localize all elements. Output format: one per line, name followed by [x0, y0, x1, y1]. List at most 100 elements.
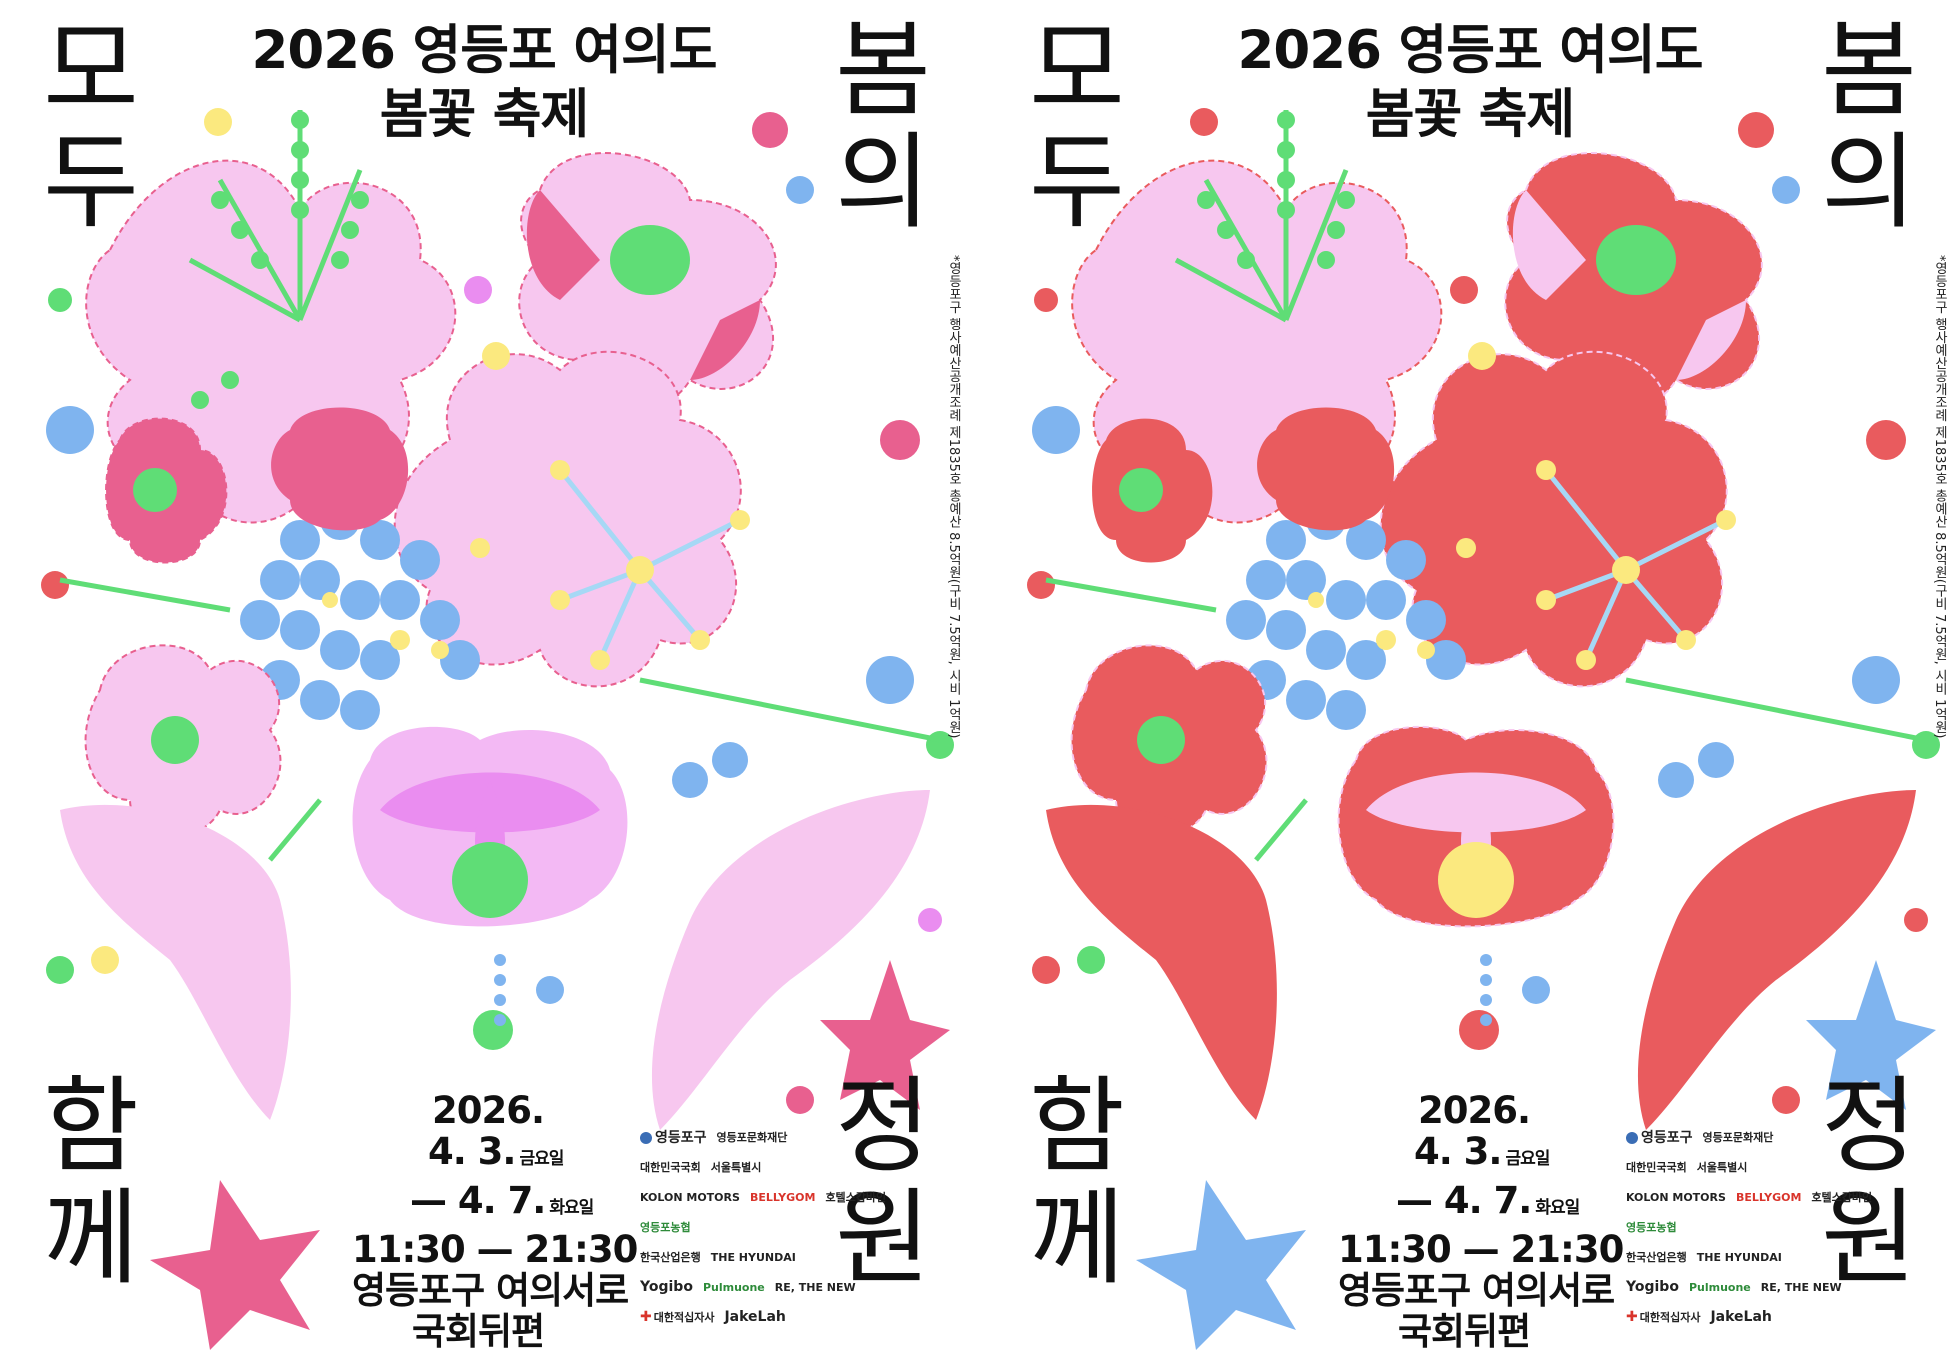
sponsor-row: 대한민국국회 서울특별시 — [640, 1152, 840, 1182]
corner-text-top-left: 모 두 — [26, 14, 156, 238]
cherry-blossom-center — [393, 350, 750, 688]
cherry-blossom-center — [1379, 350, 1736, 688]
sponsor-logo: RE, THE NEW — [774, 1280, 856, 1294]
sponsor-row: ✚ 대한적십자사 JakeLah — [640, 1302, 840, 1332]
hibiscus-topright — [1504, 152, 1763, 410]
pink-flower-left — [84, 644, 282, 837]
end-date: — 4. 7. — [1396, 1179, 1532, 1222]
bead-strings — [1197, 111, 1355, 269]
sponsor-row: KOLON MOTORS BELLYGOM 호텔스캅바인 — [640, 1182, 886, 1212]
poster-pink: 2026 영등포 여의도 봄꽃 축제 모 두 봄 의 함 께 정 원 *영등포구… — [0, 0, 968, 1368]
event-end-date: — 4. 7. 화요일 — [410, 1180, 652, 1229]
small-dots — [41, 108, 954, 1114]
sponsor-logo: BELLYGOM — [749, 1190, 816, 1204]
start-weekday: 금요일 — [1505, 1149, 1550, 1169]
event-info: 2026. 4. 3. 금요일 — 4. 7. 화요일 11:30 — 21:30 … — [352, 1090, 652, 1352]
corner-char: 함 — [43, 1065, 139, 1187]
sponsor-logo: 영등포구 — [640, 1127, 707, 1147]
flower-illustration-red — [1027, 108, 1940, 1350]
sponsor-logo: 서울특별시 — [710, 1161, 762, 1174]
sponsor-logo: 영등포문화재단 — [1702, 1131, 1774, 1144]
sponsor-logo: JakeLah — [724, 1309, 786, 1325]
corner-text-bottom-right: 정 원 — [818, 1070, 948, 1294]
event-start-date: 4. 3. 금요일 — [1414, 1131, 1638, 1180]
corner-char: 두 — [43, 121, 139, 243]
title-line-2: 봄꽃 축제 — [1365, 84, 1576, 145]
event-place-2: 국회뒤편 — [412, 1310, 545, 1353]
corner-char: 봄 — [835, 9, 931, 131]
corner-char: 모 — [1029, 9, 1125, 131]
red-flower-left — [1070, 407, 1395, 837]
sponsor-logo: KOLON MOTORS — [1626, 1190, 1726, 1204]
event-year: 2026. — [1418, 1089, 1531, 1132]
sponsor-logo: 한국산업은행 — [640, 1251, 701, 1264]
event-time: 11:30 — 21:30 — [352, 1228, 638, 1271]
corner-char: 함 — [1029, 1065, 1125, 1187]
stamen-beads — [494, 742, 748, 1026]
sponsor-logos: 영등포구 영등포문화재단 대한민국국회 서울특별시 KOLON MOTORS BELL… — [1626, 1122, 1872, 1332]
start-date: 4. 3. — [1414, 1130, 1502, 1173]
leaves-bottom — [1046, 790, 1916, 1130]
sponsor-logo: 영등포구 — [1626, 1127, 1693, 1147]
sponsor-logo: Pulmuone — [702, 1280, 765, 1294]
sponsor-logo: Pulmuone — [1688, 1280, 1751, 1294]
corner-text-top-right: 봄 의 — [1804, 14, 1934, 238]
event-place-2: 국회뒤편 — [1398, 1310, 1531, 1353]
sponsor-logo: 대한민국국회 — [640, 1161, 701, 1174]
sponsor-row: 영등포구 영등포문화재단 — [640, 1122, 840, 1152]
corner-char: 의 — [835, 121, 931, 243]
sponsor-row: Yogibo Pulmuone RE, THE NEW — [1626, 1272, 1842, 1302]
center-flower — [1337, 725, 1615, 928]
corner-char: 의 — [1821, 121, 1917, 243]
sponsor-logo: 서울특별시 — [1696, 1161, 1748, 1174]
sponsor-logo: 영등포농협 — [1626, 1221, 1677, 1234]
title-line-1: 2026 영등포 여의도 — [1237, 20, 1704, 81]
corner-char: 봄 — [1821, 9, 1917, 131]
corner-text-bottom-left: 함 께 — [26, 1070, 156, 1294]
sponsor-row: KOLON MOTORS BELLYGOM 호텔스캅바인 — [1626, 1182, 1872, 1212]
event-time: 11:30 — 21:30 — [1338, 1228, 1624, 1271]
end-weekday: 화요일 — [549, 1198, 594, 1218]
title-line-2: 봄꽃 축제 — [379, 84, 590, 145]
sponsor-logo: Yogibo — [640, 1279, 693, 1295]
sponsor-row: Yogibo Pulmuone RE, THE NEW — [640, 1272, 856, 1302]
title-line-1: 2026 영등포 여의도 — [251, 20, 718, 81]
sponsor-logo: 영등포문화재단 — [716, 1131, 788, 1144]
sponsor-logo: ✚ 대한적십자사 — [640, 1309, 715, 1325]
sponsor-logo: THE HYUNDAI — [1696, 1250, 1782, 1264]
corner-char: 정 — [1821, 1065, 1917, 1187]
event-place-1: 영등포구 여의서로 — [1338, 1269, 1615, 1312]
green-stems — [1045, 110, 1927, 862]
bead-strings — [191, 111, 369, 409]
end-date: — 4. 7. — [410, 1179, 546, 1222]
sponsor-row: 영등포구 영등포문화재단 — [1626, 1122, 1826, 1152]
budget-side-note: *영등포구 행사예산공개조례 제1835호 총예산 8.5억원(구비 7.5억원… — [1932, 255, 1947, 739]
corner-text-bottom-left: 함 께 — [1012, 1070, 1142, 1294]
corner-text-top-left: 모 두 — [1012, 14, 1142, 238]
red-flower-left — [105, 407, 409, 564]
sponsor-logo: BELLYGOM — [1735, 1190, 1802, 1204]
corner-text-top-right: 봄 의 — [818, 14, 948, 238]
corner-char: 모 — [43, 9, 139, 131]
sponsor-row: ✚ 대한적십자사 JakeLah — [1626, 1302, 1826, 1332]
end-weekday: 화요일 — [1535, 1198, 1580, 1218]
corner-char: 께 — [43, 1177, 139, 1299]
budget-side-note: *영등포구 행사예산공개조례 제1835호 총예산 8.5억원(구비 7.5억원… — [946, 255, 961, 739]
corner-char: 정 — [835, 1065, 931, 1187]
sponsor-logo: 호텔스캅바인 — [825, 1191, 887, 1204]
sponsor-logo: Yogibo — [1626, 1279, 1679, 1295]
start-date: 4. 3. — [428, 1130, 516, 1173]
sponsor-logo: 호텔스캅바인 — [1811, 1191, 1873, 1204]
sponsor-row: 한국산업은행 THE HYUNDAI — [1626, 1242, 1826, 1272]
pink-star-flower — [150, 960, 950, 1350]
sponsor-logo: 한국산업은행 — [1626, 1251, 1687, 1264]
event-info: 2026. 4. 3. 금요일 — 4. 7. 화요일 11:30 — 21:30 … — [1338, 1090, 1638, 1352]
stamen-beads — [1480, 742, 1734, 1026]
flower-illustration-pink — [41, 108, 954, 1350]
hibiscus-topright — [518, 152, 777, 410]
sponsor-logo: THE HYUNDAI — [710, 1250, 796, 1264]
sponsor-logo: RE, THE NEW — [1760, 1280, 1842, 1294]
violet-center-flower — [352, 726, 628, 927]
corner-char: 께 — [1029, 1177, 1125, 1299]
start-weekday: 금요일 — [519, 1149, 564, 1169]
